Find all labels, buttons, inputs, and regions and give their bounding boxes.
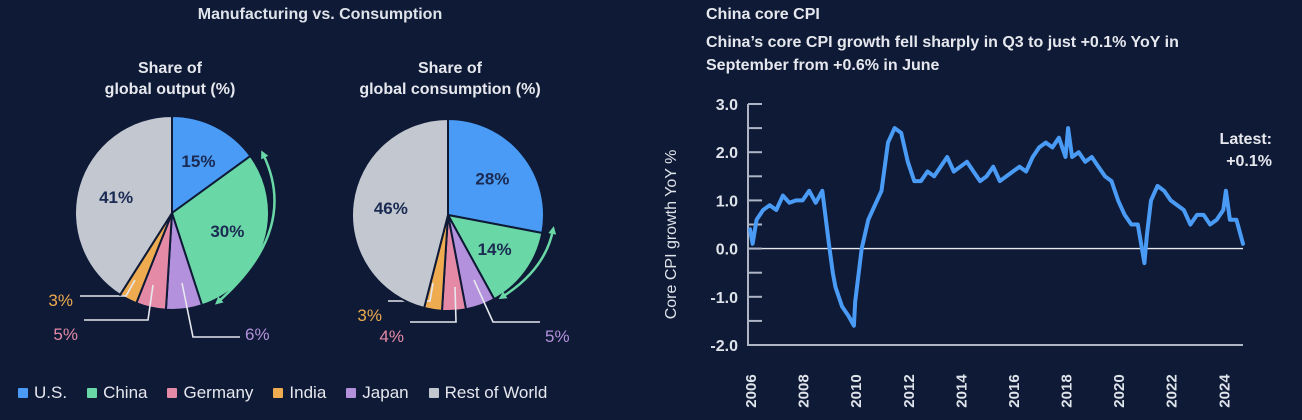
latest-annotation-value: +0.1%: [1226, 153, 1272, 170]
x-tick-label: 2020: [1111, 374, 1128, 407]
pie-slice-u-s-: [447, 117, 545, 235]
y-tick-label: 2.0: [716, 145, 738, 162]
pie-slice-label: 14%: [478, 240, 512, 259]
x-tick-label: 2014: [953, 374, 970, 408]
legend: U.S. China Germany India Japan Rest of World: [18, 383, 567, 403]
y-axis-label: Core CPI growth YoY %: [663, 150, 680, 320]
legend-swatch: [18, 388, 28, 398]
pie1-title: Share of global output (%): [80, 58, 260, 100]
pie2-title-line2: global consumption (%): [359, 81, 541, 98]
pie2-title: Share of global consumption (%): [330, 58, 570, 100]
pie-slice-rest-of-world: [351, 117, 449, 310]
legend-item: India: [273, 383, 326, 403]
y-tick-label: -2.0: [710, 338, 738, 355]
pie-slice-label: 30%: [210, 222, 244, 241]
legend-label: China: [103, 383, 148, 402]
pie-slice-label: 5%: [545, 327, 570, 346]
pie-slice-rest-of-world: [74, 114, 173, 297]
pie-slice-label: 3%: [357, 306, 382, 325]
legend-item: Rest of World: [428, 383, 548, 403]
legend-item: China: [87, 383, 147, 403]
legend-label: India: [289, 383, 327, 402]
y-tick-label: 1.0: [716, 193, 738, 210]
legend-label: Japan: [362, 383, 409, 402]
legend-swatch: [346, 388, 357, 398]
legend-swatch: [87, 388, 98, 398]
leader-line: [80, 279, 136, 297]
latest-annotation-label: Latest:: [1220, 131, 1272, 148]
pie-slice-label: 6%: [245, 325, 270, 344]
pie-chart-1: 15% 30% 6% 5% 3% 41%: [48, 114, 276, 344]
x-tick-label: 2016: [1006, 374, 1023, 407]
pie-charts: 15% 30% 6% 5% 3% 41% 28% 14% 5% 4% 3% 46%: [48, 114, 570, 346]
legend-label: Rest of World: [444, 383, 548, 402]
y-tick-label: 0.0: [716, 242, 738, 259]
legend-label: Germany: [183, 383, 254, 402]
leader-line: [181, 282, 240, 338]
y-tick-label: 3.0: [716, 97, 738, 114]
x-tick-label: 2022: [1164, 374, 1181, 407]
legend-item: Germany: [167, 383, 253, 403]
pie-chart-2: 28% 14% 5% 4% 3% 46%: [351, 117, 570, 346]
left-panel-title: Manufacturing vs. Consumption: [197, 6, 443, 23]
x-tick-label: 2012: [901, 374, 918, 407]
series-line-core-cpi: [748, 126, 1245, 328]
x-tick-label: 2018: [1059, 374, 1076, 407]
legend-item: U.S.: [18, 383, 67, 403]
legend-swatch: [273, 388, 284, 398]
pie2-title-line1: Share of: [417, 60, 482, 77]
legend-swatch: [167, 388, 178, 398]
x-tick-label: 2006: [743, 374, 760, 407]
pie-slice-label: 3%: [48, 291, 73, 310]
china-share-arrow-icon: [498, 226, 557, 300]
x-tick-label: 2010: [848, 374, 865, 407]
pie-slice-label: 4%: [379, 327, 404, 346]
x-tick-label: 2024: [1216, 374, 1233, 408]
line-chart-title: China core CPI: [706, 6, 820, 23]
leader-line: [473, 279, 540, 323]
line-chart-subtitle: China’s core CPI growth fell sharply in …: [706, 34, 1179, 74]
pie-slice-label: 46%: [374, 199, 408, 218]
pie1-title-line2: global output (%): [104, 81, 236, 98]
leader-line: [388, 282, 434, 302]
pie-slice-label: 28%: [475, 169, 509, 188]
pie1-title-line1: Share of: [137, 60, 202, 77]
legend-swatch: [428, 388, 439, 398]
line-chart: 3.0 2.0 1.0 0.0 -1.0 -2.0 2006 2008 2010 2012 2014…: [663, 97, 1272, 408]
x-tick-label: 2008: [796, 374, 813, 407]
leader-line: [84, 284, 154, 321]
legend-item: Japan: [346, 383, 409, 403]
pie-slice-label: 5%: [53, 325, 78, 344]
y-tick-label: -1.0: [710, 290, 738, 307]
legend-label: U.S.: [34, 383, 68, 402]
pie-slice-label: 15%: [181, 152, 215, 171]
china-share-arrow-icon: [214, 150, 276, 305]
leader-line: [410, 286, 457, 323]
pie-slice-label: 41%: [99, 188, 133, 207]
